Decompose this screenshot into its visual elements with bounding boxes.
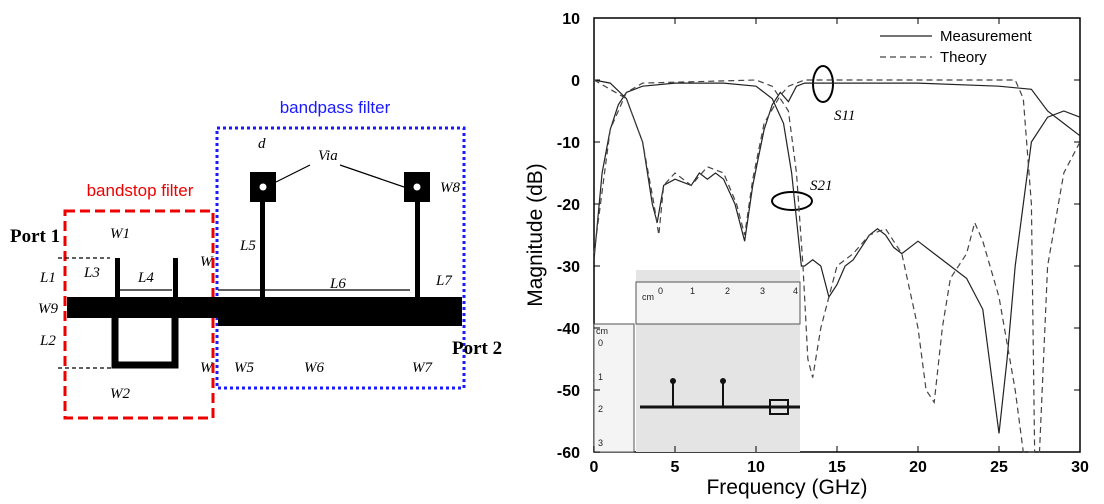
ruler: [635, 281, 801, 325]
y-tick-label: -20: [557, 197, 580, 214]
bandpass-box: [215, 126, 466, 390]
label: W: [200, 254, 214, 270]
label: L7: [435, 273, 453, 289]
label: W9: [38, 301, 58, 317]
x-tick-label: 15: [828, 459, 846, 476]
ruler-label: 0: [598, 338, 603, 348]
stub: [415, 198, 420, 298]
label: W5: [234, 360, 254, 376]
label: bandstop filter: [87, 181, 194, 200]
y-tick-label: -50: [557, 383, 580, 400]
ruler-label: 3: [598, 438, 603, 448]
arrow: [275, 164, 311, 183]
label: W8: [440, 180, 460, 196]
label: bandpass filter: [280, 98, 391, 117]
y-tick-label: -10: [557, 135, 580, 152]
label: L1: [39, 270, 56, 286]
label: W7: [412, 360, 433, 376]
arrow: [339, 164, 405, 188]
legend-label: Theory: [940, 49, 987, 66]
label: L6: [329, 276, 346, 292]
annotation: S11: [834, 108, 855, 124]
inset-via: [670, 378, 676, 384]
bandstop-box: [63, 209, 215, 420]
label: L2: [39, 333, 56, 349]
annotation-ellipse: [812, 65, 834, 103]
label: L5: [239, 238, 256, 254]
y-tick-label: -30: [557, 259, 580, 276]
stub: [115, 258, 120, 298]
y-axis-label: Magnitude (dB): [524, 163, 547, 307]
via: [413, 183, 421, 191]
circuit-diagram: bandpass filter bandstop filter Port 1 P…: [10, 98, 502, 420]
y-tick-label: -40: [557, 321, 580, 338]
x-tick-label: 20: [909, 459, 927, 476]
label: W2: [110, 386, 130, 402]
stub: [260, 198, 265, 298]
series-line: [593, 79, 1081, 434]
inset-via: [720, 378, 726, 384]
x-tick-label: 25: [990, 459, 1008, 476]
label: L3: [83, 265, 100, 281]
inset-photo: cm 0 1 2 3 4 cm 0 1 2 3: [593, 270, 801, 453]
chart: Frequency (GHz) Magnitude (dB) cm 0 1 2 …: [524, 11, 1089, 499]
label: Port 1: [10, 226, 60, 247]
x-axis-label: Frequency (GHz): [706, 476, 867, 499]
label: Via: [318, 148, 338, 164]
ruler-label: cm: [596, 326, 608, 336]
ruler-label: 2: [598, 404, 603, 414]
ruler-label: 2: [725, 286, 730, 296]
series-line: [593, 79, 1081, 453]
ruler-label: 0: [658, 286, 663, 296]
label: L4: [137, 270, 154, 286]
y-tick-label: -60: [557, 445, 580, 462]
line: [218, 297, 462, 326]
x-tick-label: 0: [590, 459, 599, 476]
inset-loop: [769, 399, 789, 415]
via: [259, 183, 267, 191]
ruler-label: 3: [760, 286, 765, 296]
line: [67, 297, 218, 318]
x-tick-label: 10: [747, 459, 765, 476]
y-tick-label: 0: [571, 73, 580, 90]
ruler-label: cm: [642, 292, 654, 302]
legend-label: Measurement: [940, 28, 1033, 45]
ruler-label: 1: [690, 286, 695, 296]
label: W: [200, 360, 214, 376]
stub: [173, 258, 178, 298]
label: W6: [304, 360, 324, 376]
label: d: [258, 136, 266, 152]
x-tick-label: 5: [671, 459, 680, 476]
x-tick-label: 30: [1071, 459, 1089, 476]
ruler-label: 4: [793, 286, 798, 296]
annotation: S21: [810, 178, 833, 194]
ruler: [593, 323, 635, 453]
loop: [111, 308, 179, 369]
annotation-ellipse: [771, 191, 813, 211]
label: W1: [110, 226, 130, 242]
label: Port 2: [452, 338, 502, 359]
ruler-label: 1: [598, 372, 603, 382]
y-tick-label: 10: [562, 11, 580, 28]
